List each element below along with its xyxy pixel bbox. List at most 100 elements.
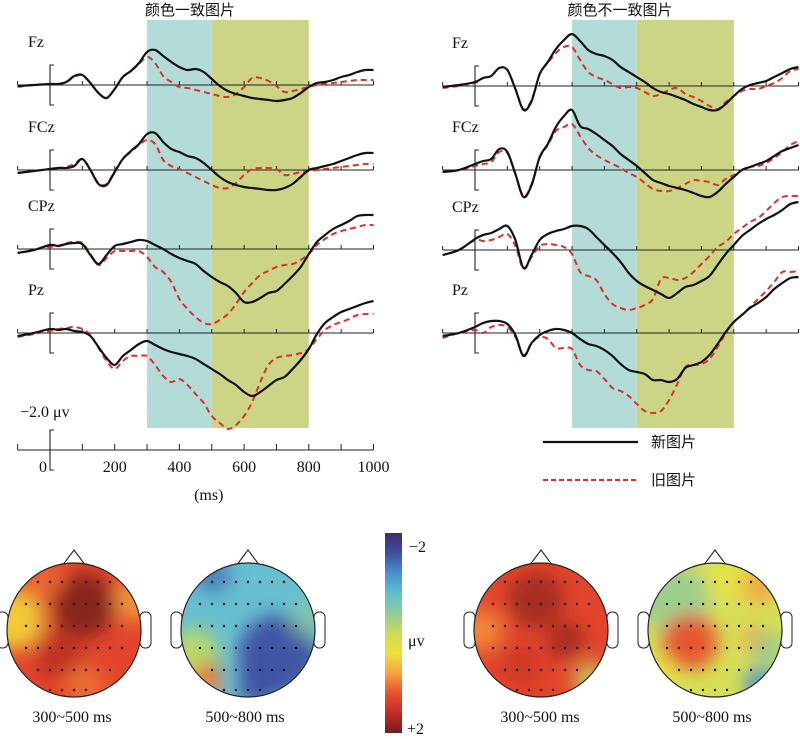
electrode-dot (120, 646, 124, 650)
old-picture-waveform (17, 312, 374, 431)
electrode-label: Pz (28, 282, 44, 299)
topomap-1: 500~800 ms (170, 549, 326, 726)
panel-title: 颜色不一致图片 (567, 1, 672, 19)
potential-region (195, 563, 231, 593)
electrode-pz: Pz (442, 270, 799, 415)
electrode-dot (761, 646, 765, 650)
right-ear-outline (606, 611, 619, 649)
amplitude-bracket (474, 149, 479, 191)
potential-region (648, 657, 678, 693)
electrode-dot (713, 624, 717, 628)
electrode-dot (234, 668, 238, 672)
electrode-dot (527, 624, 531, 628)
erp-waveform-figure: 颜色一致图片 Fz FCz CPz Pz 颜色不一致图片 Fz FCz CPz Pz −2.0 … (17, 1, 799, 504)
electrode-label: Fz (28, 34, 44, 51)
electrode-dot (48, 668, 52, 672)
electrode-dot (713, 668, 717, 672)
electrode-dot (198, 602, 202, 606)
potential-region (474, 608, 503, 652)
electrode-dot (689, 602, 693, 606)
electrode-dot (222, 688, 226, 692)
potential-region (589, 676, 608, 696)
electrode-dot (96, 646, 100, 650)
electrode-dot (587, 602, 591, 606)
colorbar-unit-label: μv (408, 633, 425, 650)
electrode-dot (84, 624, 88, 628)
right-ear-outline (313, 611, 326, 649)
electrode-dot (563, 602, 567, 606)
electrode-dot (108, 580, 112, 584)
electrode-dot (737, 646, 741, 650)
electrode-dot (503, 624, 507, 628)
electrode-dot (677, 602, 681, 606)
electrode-dot (270, 624, 274, 628)
electrode-pz: Pz (17, 282, 374, 431)
electrode-dot (108, 668, 112, 672)
amplitude-bracket (49, 228, 54, 270)
electrode-dot (677, 646, 681, 650)
electrode-dot (563, 668, 567, 672)
electrode-dot (665, 646, 669, 650)
electrode-dot (503, 646, 507, 650)
nose-outline (61, 549, 87, 567)
electrode-dot (761, 602, 765, 606)
topomap-time-window-label: 500~800 ms (205, 709, 284, 726)
electrode-fz: Fz (442, 32, 799, 112)
new-picture-waveform (442, 32, 799, 112)
electrode-dot (48, 646, 52, 650)
electrode-dot (246, 624, 250, 628)
electrode-dot (701, 688, 705, 692)
electrode-dot (282, 624, 286, 628)
electrode-dot (282, 580, 286, 584)
electrode-dot (527, 646, 531, 650)
electrode-dot (749, 646, 753, 650)
electrode-dot (575, 602, 579, 606)
electrode-dot (84, 646, 88, 650)
amplitude-bracket (49, 312, 54, 354)
electrode-dot (270, 668, 274, 672)
electrode-dot (258, 602, 262, 606)
topomap-3: 500~800 ms (637, 549, 793, 726)
electrode-label: FCz (28, 119, 55, 136)
topomap-time-window-label: 300~500 ms (500, 709, 579, 726)
topomap-2: 300~500 ms (463, 549, 619, 726)
x-tick-label: 800 (297, 459, 321, 476)
electrode-dot (108, 602, 112, 606)
potential-region (508, 572, 564, 628)
new-picture-waveform (17, 213, 374, 304)
new-picture-waveform (442, 275, 799, 384)
electrode-dot (84, 580, 88, 584)
electrode-dot (749, 668, 753, 672)
electrode-dot (258, 688, 262, 692)
new-picture-waveform (17, 48, 374, 103)
x-tick-label: 600 (232, 459, 256, 476)
electrode-dot (587, 624, 591, 628)
electrode-dot (551, 602, 555, 606)
electrode-dot (749, 624, 753, 628)
electrode-dot (515, 688, 519, 692)
electrode-dot (551, 580, 555, 584)
x-axis-label: (ms) (194, 487, 223, 504)
electrode-dot (575, 624, 579, 628)
electrode-dot (72, 688, 76, 692)
electrode-dot (294, 624, 298, 628)
electrode-dot (575, 668, 579, 672)
electrode-dot (665, 602, 669, 606)
electrode-dot (527, 580, 531, 584)
electrode-dot (84, 602, 88, 606)
electrode-dot (282, 668, 286, 672)
electrode-dot (96, 580, 100, 584)
old-picture-waveform (442, 194, 799, 312)
electrode-dot (60, 668, 64, 672)
electrode-dot (725, 646, 729, 650)
electrode-dot (234, 624, 238, 628)
electrode-dot (551, 668, 555, 672)
electrode-dot (210, 624, 214, 628)
electrode-dot (677, 580, 681, 584)
electrode-dot (48, 580, 52, 584)
electrode-dot (258, 668, 262, 672)
topomap-0: 300~500 ms (0, 549, 152, 726)
electrode-dot (222, 580, 226, 584)
potential-region (499, 643, 543, 687)
